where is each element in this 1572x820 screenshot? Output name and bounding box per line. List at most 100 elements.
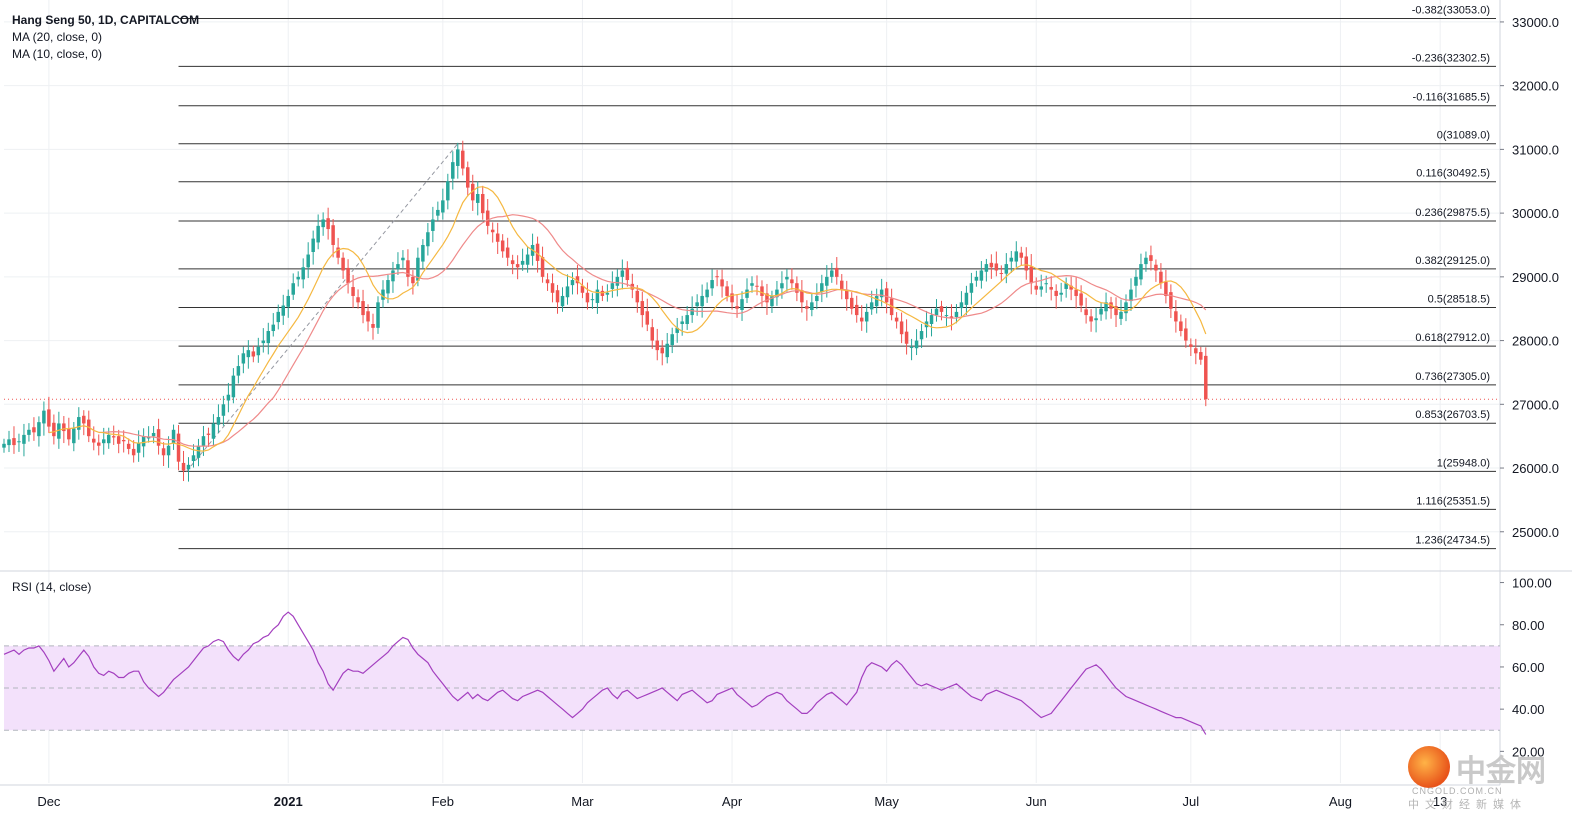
candle-body-122 [610,283,615,289]
candle-body-108 [540,257,545,277]
candle-body-92 [461,150,465,169]
candle-body-173 [864,311,869,322]
candle-body-46 [231,375,236,398]
candle-body-156 [780,283,784,289]
x-label-9: 13 [1433,794,1447,809]
candle-body-29 [146,437,151,439]
candle-body-151 [755,285,759,287]
candle-body-141 [705,289,709,298]
price-tick-label-4: 29000.0 [1512,270,1559,285]
candle-body-171 [854,304,859,316]
candle-body-200 [999,273,1004,275]
candle-body-238 [1189,344,1193,347]
candle-body-50 [251,351,256,357]
candle-body-1 [7,439,11,446]
candle-body-137 [685,315,689,325]
candle-body-123 [615,276,620,286]
fib-label-10: 0.853(26703.5) [1415,409,1490,421]
candle-body-212 [1059,292,1063,295]
candle-body-21 [106,434,111,444]
candle-body-166 [830,270,834,277]
fib-label-9: 0.736(27305.0) [1415,371,1490,383]
candle-body-83 [416,257,420,281]
candle-body-135 [675,327,679,333]
candle-body-233 [1164,281,1168,296]
candle-body-67 [336,247,340,258]
candle-body-196 [979,270,984,281]
candle-body-204 [1019,252,1024,258]
candle-body-161 [805,306,809,309]
candle-body-33 [166,445,171,456]
candle-body-16 [82,415,86,424]
candle-body-11 [57,423,61,439]
candle-body-158 [790,279,794,284]
candle-body-113 [565,286,570,298]
candle-body-228 [1139,264,1143,280]
candle-body-235 [1174,311,1178,322]
candle-body-172 [859,317,864,322]
candle-body-10 [52,422,56,437]
candle-body-58 [291,283,295,295]
candle-body-40 [201,436,206,446]
candle-body-93 [466,167,470,188]
candle-body-30 [151,432,156,437]
candle-body-116 [580,285,585,293]
watermark: 中金网 CNGOLD.COM.CN 中文财经新媒体 [1408,746,1558,811]
candle-body-174 [869,302,874,310]
candle-body-160 [800,290,804,303]
candle-body-59 [296,276,300,280]
candle-body-224 [1119,311,1123,319]
candle-body-3 [17,441,21,443]
x-label-6: Jun [1026,794,1047,809]
candle-body-62 [311,238,315,252]
candle-body-127 [635,290,640,303]
candle-body-170 [849,297,854,309]
candle-body-138 [690,308,694,316]
candle-body-99 [495,233,500,242]
fib-trend-line [186,143,459,472]
watermark-logo-icon [1408,746,1450,788]
candle-body-188 [939,306,944,312]
candle-body-213 [1064,283,1068,289]
candle-body-221 [1104,302,1108,312]
candle-body-203 [1014,251,1019,262]
candle-body-169 [845,290,849,300]
candle-body-240 [1199,352,1203,360]
candle-body-219 [1094,318,1098,321]
candle-body-131 [655,340,659,351]
candle-body-237 [1184,328,1188,341]
candle-body-150 [750,283,754,286]
candle-body-104 [520,260,525,265]
candle-body-7 [37,422,41,437]
candle-body-95 [475,194,480,203]
candle-body-14 [72,428,76,444]
candle-body-168 [840,280,844,290]
candle-body-218 [1089,316,1093,322]
candle-body-145 [725,286,729,296]
rsi-tick-label-4: 20.00 [1512,744,1545,759]
x-label-5: May [874,794,899,809]
candle-body-179 [894,317,899,322]
candle-body-78 [391,270,395,282]
candle-body-133 [665,343,669,358]
candle-body-146 [730,293,734,303]
candle-body-209 [1044,283,1048,285]
candle-body-214 [1069,285,1073,290]
candle-body-68 [341,257,345,271]
candle-body-100 [500,240,505,252]
candle-body-42 [211,423,216,439]
candle-body-70 [351,287,355,296]
candle-body-152 [760,286,764,296]
legend-ma10: MA (10, close, 0) [12,47,103,61]
fib-label-7: 0.5(28518.5) [1428,294,1490,306]
candle-body-190 [949,316,954,319]
candle-body-136 [680,321,684,325]
candle-body-102 [510,260,515,265]
price-tick-label-6: 27000.0 [1512,397,1559,412]
candle-body-140 [700,295,704,307]
price-tick-label-3: 30000.0 [1512,206,1559,221]
candle-body-54 [271,324,276,332]
candle-body-96 [480,194,485,214]
candle-body-164 [820,283,824,293]
